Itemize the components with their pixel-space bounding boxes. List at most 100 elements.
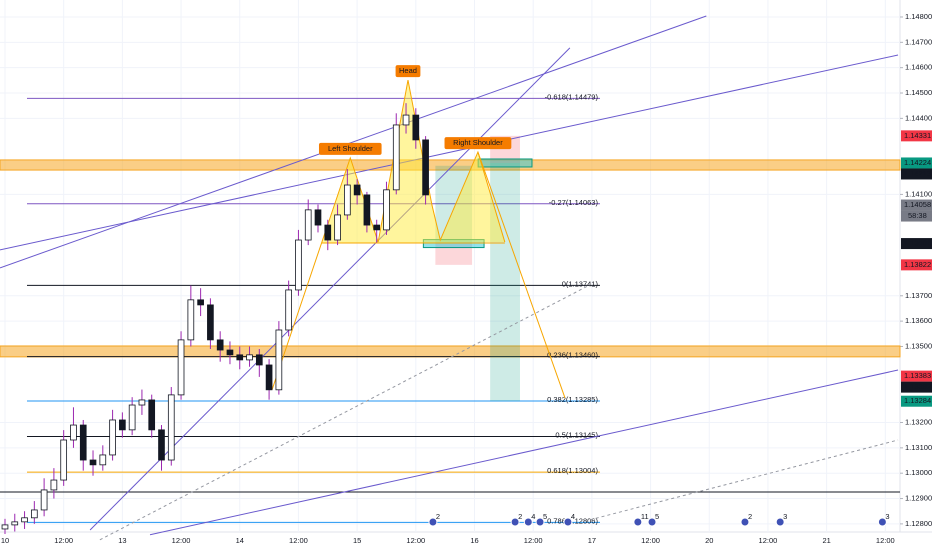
trend-line — [99, 284, 591, 541]
candle-body — [79, 424, 87, 461]
y-tick-label: 1.14500 — [905, 88, 932, 97]
x-tick-label: 12:00 — [172, 536, 191, 545]
candle-body — [197, 299, 204, 306]
x-tick-label: 20 — [705, 536, 713, 545]
y-tick-label: 1.13000 — [905, 468, 932, 477]
event-icon — [523, 517, 533, 527]
y-tick-label: 1.13600 — [905, 316, 932, 325]
x-tick-label: 21 — [822, 536, 830, 545]
candle-body — [246, 354, 253, 361]
y-tick-label: 1.13500 — [905, 341, 932, 350]
fib-label: 0(1.13741) — [562, 279, 599, 288]
price-badge-label: 1.14224 — [904, 158, 931, 167]
x-tick-label: 12:00 — [524, 536, 543, 545]
x-tick-label: 14 — [236, 536, 244, 545]
event-icon — [775, 517, 785, 527]
candle-body — [402, 114, 410, 126]
candle-body — [353, 184, 361, 196]
stop-zone — [435, 243, 473, 265]
event-count: 2 — [518, 512, 522, 521]
price-badge-label: 1.13822 — [904, 260, 931, 269]
candle-body — [50, 479, 58, 491]
candle-body — [314, 209, 322, 226]
y-tick-label: 1.14800 — [905, 12, 932, 21]
event-count: 3 — [783, 512, 787, 521]
projection-line — [477, 151, 566, 399]
trend-line — [149, 369, 899, 536]
y-tick-label: 1.12900 — [905, 494, 932, 503]
candle-body — [109, 419, 116, 456]
x-tick-label: 12:00 — [406, 536, 425, 545]
entry-box — [477, 158, 533, 168]
zone — [0, 159, 901, 171]
fib-label: 0.5(1.13145) — [555, 430, 598, 439]
candle-body — [236, 354, 244, 361]
candle-body — [89, 459, 97, 466]
price-badge — [901, 157, 932, 169]
price-badge-label: 1.14213 — [904, 169, 931, 178]
y-tick-label: 1.12800 — [905, 519, 932, 528]
x-tick-label: 16 — [470, 536, 478, 545]
candle-body — [216, 339, 224, 351]
event-icon — [740, 517, 750, 527]
candle-body — [138, 399, 146, 406]
price-badge — [901, 259, 932, 271]
fib-label: -0.618(1.14479) — [545, 92, 599, 101]
price-badge-label: 1.13383 — [904, 371, 931, 380]
price-badge-label: 1.13906 — [904, 239, 931, 248]
candle-body — [344, 184, 351, 216]
candle-body — [11, 521, 19, 526]
event-count: 5 — [543, 512, 547, 521]
candle-body — [334, 214, 341, 241]
x-tick-label: 10 — [1, 536, 9, 545]
pattern-label: Right Shoulder — [453, 138, 503, 147]
candle-body — [275, 329, 283, 391]
y-tick-label: 1.14400 — [905, 113, 932, 122]
pattern-line — [271, 79, 506, 390]
price-badge-label: 1.13382 — [904, 382, 931, 391]
event-icon — [647, 517, 657, 527]
candle-body — [119, 419, 126, 431]
event-count: 3 — [885, 512, 889, 521]
candle-body — [148, 399, 156, 431]
candle-body — [265, 364, 273, 391]
candle-body — [177, 339, 185, 396]
pattern-label-box — [395, 65, 421, 78]
price-badge-label: 1.14058 — [904, 200, 931, 209]
event-icon — [510, 517, 520, 527]
event-icon — [428, 517, 438, 527]
pattern-fill — [321, 80, 505, 244]
candle-body — [128, 404, 136, 431]
candle-body — [158, 429, 165, 461]
candle-body — [255, 354, 263, 366]
x-tick-label: 17 — [588, 536, 596, 545]
x-tick-label: 12:00 — [641, 536, 660, 545]
candle-body — [21, 517, 28, 523]
price-badge — [901, 395, 932, 407]
candle-body — [187, 299, 195, 341]
event-count: 2 — [748, 512, 752, 521]
fib-label: 0.786(1.12806) — [547, 516, 598, 525]
candle-body — [207, 304, 214, 341]
event-icon — [633, 517, 643, 527]
fib-label: -0.27(1.14063) — [549, 198, 599, 207]
fib-label: 0.382(1.13285) — [547, 395, 598, 404]
trend-line — [0, 15, 707, 269]
price-badge — [901, 130, 932, 142]
x-tick-label: 12:00 — [54, 536, 73, 545]
y-tick-label: 1.13200 — [905, 417, 932, 426]
x-tick-label: 15 — [353, 536, 361, 545]
x-tick-label: 12:00 — [759, 536, 778, 545]
countdown: 58:38 — [908, 211, 927, 220]
price-badge — [901, 238, 932, 250]
candle-body — [324, 224, 332, 241]
event-count: 11 — [641, 512, 649, 521]
candle-body — [373, 224, 381, 231]
y-tick-label: 1.14600 — [905, 63, 932, 72]
candle-body — [422, 139, 429, 196]
candle-body — [285, 289, 292, 331]
event-count: 4 — [531, 512, 535, 521]
price-badge — [901, 381, 932, 393]
